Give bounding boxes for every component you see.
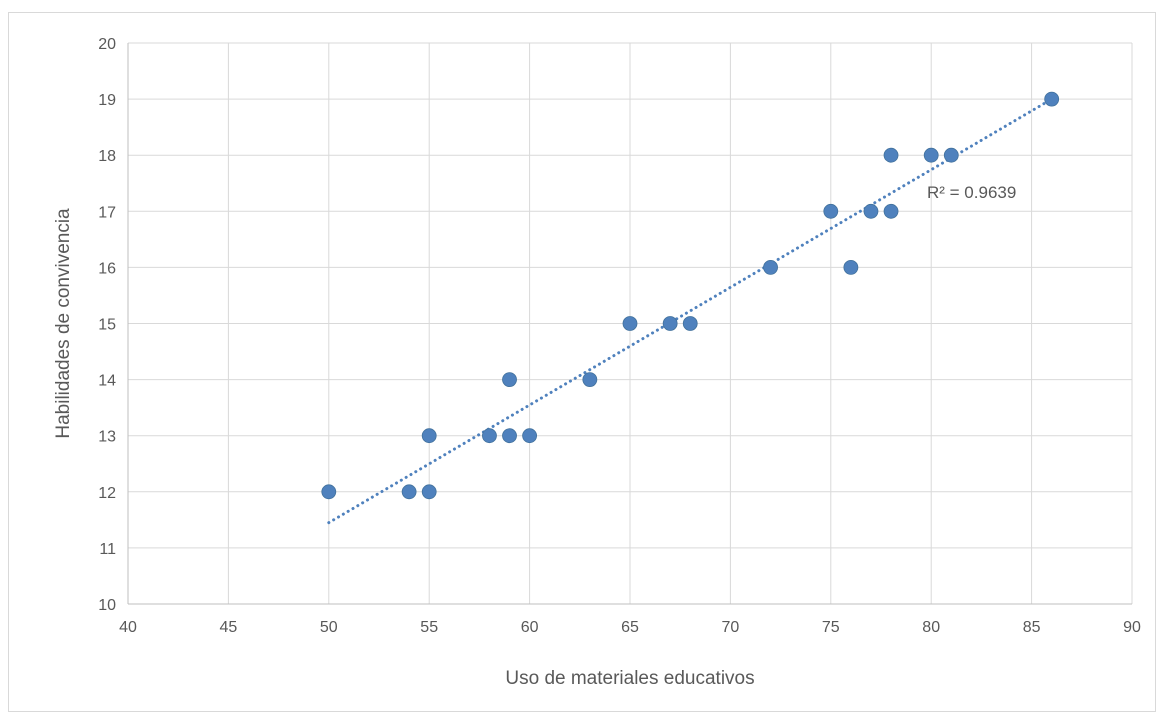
x-tick-label-7: 75 [822,619,840,636]
x-tick-label-8: 80 [922,619,940,636]
data-point-4 [482,428,497,444]
data-point-17 [883,147,899,163]
x-tick-label-9: 85 [1023,619,1041,636]
r-squared-label: R² = 0.9639 [927,183,1016,202]
x-tick-label-4: 60 [521,619,539,636]
y-tick-label-3: 13 [98,429,116,446]
x-tick-label-5: 65 [621,619,639,636]
y-tick-label-0: 10 [98,597,116,614]
data-point-11 [682,316,698,331]
data-point-20 [1044,91,1060,107]
data-point-15 [863,203,879,219]
data-point-7 [522,428,537,444]
y-tick-label-4: 14 [98,373,116,390]
y-tick-label-10: 20 [98,36,116,53]
data-point-10 [662,316,678,331]
y-tick-label-5: 15 [98,317,116,334]
x-tick-label-2: 50 [320,619,338,636]
data-point-9 [622,316,638,331]
data-point-0 [321,484,337,500]
x-tick-label-6: 70 [722,619,740,636]
x-tick-label-3: 55 [420,619,438,636]
data-point-5 [502,428,517,444]
data-point-2 [421,484,437,500]
y-tick-label-7: 17 [98,204,116,221]
trendline [327,97,1054,525]
y-tick-labels: 10 11 12 13 14 15 16 17 18 19 20 [98,36,116,614]
axes [127,43,1132,605]
data-point-6 [502,372,517,388]
data-point-13 [823,203,839,219]
data-point-8 [582,372,598,388]
y-tick-label-8: 18 [98,148,116,165]
data-point-3 [421,428,437,444]
y-tick-label-1: 11 [99,541,116,558]
data-point-16 [883,203,899,219]
y-tick-label-2: 12 [98,485,116,502]
x-tick-label-1: 45 [220,619,238,636]
data-point-1 [401,484,417,500]
x-axis-title: Uso de materiales educativos [505,668,754,689]
trendline-group [327,97,1054,525]
x-tick-labels: 40 45 50 55 60 65 70 75 80 85 90 [119,619,1141,636]
x-tick-label-0: 40 [119,619,137,636]
data-point-19 [943,147,959,163]
data-points [321,91,1060,500]
data-point-18 [923,147,939,163]
data-point-14 [843,259,859,275]
y-tick-label-6: 16 [98,260,116,277]
y-axis-title: Habilidades de convivencia [53,208,74,439]
x-tick-label-10: 90 [1123,619,1141,636]
y-tick-label-9: 19 [98,92,116,109]
data-point-12 [763,259,778,275]
chart-frame [8,12,1156,712]
